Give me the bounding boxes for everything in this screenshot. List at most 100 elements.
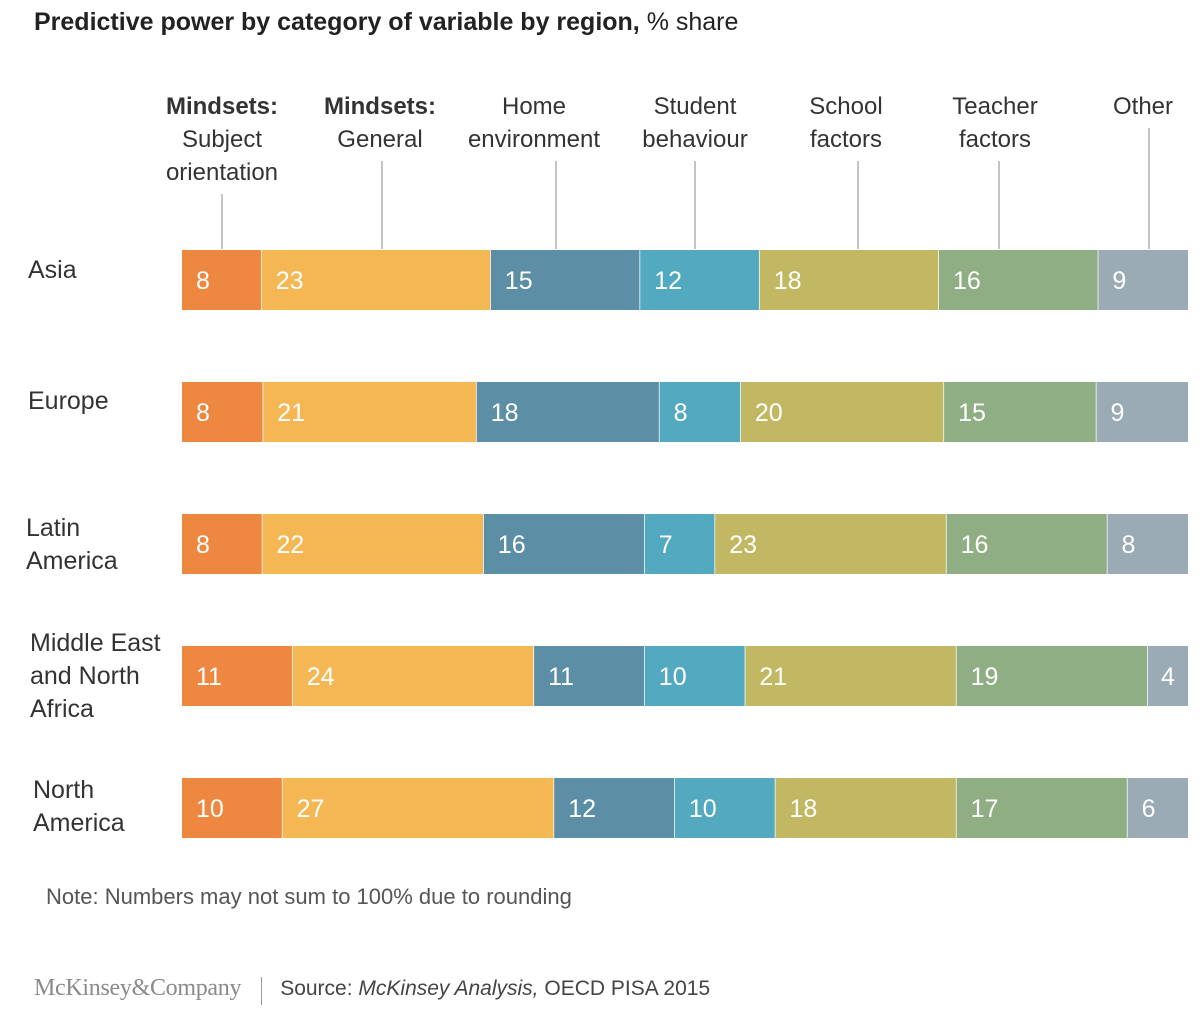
bar-segment-europe-other	[1096, 382, 1188, 442]
data-label: 23	[276, 267, 304, 295]
bar-segment-latin-america-other	[1107, 514, 1188, 574]
data-label: 21	[277, 399, 305, 427]
bar-segment-latin-america-mindsets-general	[262, 514, 484, 574]
row-label-middle-east-and-north-africa: and North	[30, 662, 140, 690]
bar-segment-europe-mindsets-subject-orientation	[182, 382, 264, 442]
source-italic: McKinsey Analysis,	[358, 977, 539, 1000]
source-rest: OECD PISA 2015	[538, 977, 711, 1000]
data-label: 7	[659, 531, 673, 559]
row-label-asia: Asia	[28, 256, 77, 284]
chart-title-main: Predictive power by category of variable…	[34, 8, 640, 36]
legend-label-home-environment: Home	[502, 93, 566, 120]
legend-label-home-environment: environment	[468, 126, 600, 153]
bar-segment-north-america-mindsets-subject-orientation	[182, 778, 283, 838]
legend-label-mindsets-subject-orientation: Mindsets:	[166, 93, 278, 120]
bar-segment-asia-other	[1098, 250, 1188, 310]
data-label: 6	[1142, 795, 1156, 823]
data-label: 8	[1122, 531, 1136, 559]
data-label: 10	[659, 663, 687, 691]
legend-label-mindsets-subject-orientation: orientation	[166, 159, 278, 186]
row-label-europe: Europe	[28, 387, 109, 415]
bar-segment-europe-home-environment	[476, 382, 660, 442]
bar-segment-asia-teacher-factors	[939, 250, 1099, 310]
chart-title-unit: % share	[639, 8, 739, 36]
row-label-latin-america: America	[26, 547, 118, 575]
source-prefix: Source:	[280, 977, 359, 1000]
data-label: 4	[1161, 663, 1175, 691]
legend-label-mindsets-subject-orientation: Subject	[182, 126, 262, 153]
data-label: 16	[953, 267, 981, 295]
legend-label-mindsets-general: Mindsets:	[324, 93, 436, 120]
bar-segment-europe-student-behaviour	[659, 382, 741, 442]
footer-divider	[261, 976, 263, 1005]
data-label: 15	[958, 399, 986, 427]
data-label: 9	[1112, 267, 1126, 295]
bar-segment-middle-east-and-north-africa-other	[1147, 646, 1188, 706]
data-label: 8	[674, 399, 688, 427]
data-label: 8	[196, 267, 210, 295]
row-label-north-america: North	[33, 776, 94, 804]
bar-segment-middle-east-and-north-africa-teacher-factors	[956, 646, 1148, 706]
data-label: 16	[961, 531, 989, 559]
data-label: 11	[196, 663, 222, 691]
data-label: 10	[689, 795, 717, 823]
data-label: 8	[196, 399, 210, 427]
data-label: 21	[759, 663, 787, 691]
source-text: Source: McKinsey Analysis, OECD PISA 201…	[280, 977, 710, 1000]
legend-label-mindsets-general: General	[337, 126, 422, 153]
data-label: 11	[548, 663, 574, 691]
bar-segment-north-america-school-factors	[775, 778, 957, 838]
bar-segment-europe-school-factors	[740, 382, 945, 442]
bar-segment-latin-america-school-factors	[715, 514, 947, 574]
chart-title: Predictive power by category of variable…	[34, 8, 738, 37]
data-label: 18	[774, 267, 802, 295]
mckinsey-logo: McKinsey&Company	[34, 975, 242, 1001]
legend-label-teacher-factors: factors	[959, 126, 1031, 153]
data-label: 10	[196, 795, 224, 823]
data-label: 16	[498, 531, 526, 559]
bar-segment-latin-america-home-environment	[483, 514, 645, 574]
row-label-latin-america: Latin	[26, 514, 80, 542]
stacked-bar-chart: 8 23 15 12 18 16 9 Asia 8 21 18 8 20 15 9 Europe 8 22 16 7 2…	[26, 93, 1188, 838]
data-label: 15	[505, 267, 533, 295]
row-label-middle-east-and-north-africa: Africa	[30, 695, 94, 723]
bar-segment-north-america-student-behaviour	[674, 778, 776, 838]
bar-segment-north-america-other	[1127, 778, 1188, 838]
bar-segment-north-america-mindsets-general	[282, 778, 555, 838]
bar-segment-europe-mindsets-general	[263, 382, 477, 442]
data-label: 20	[755, 399, 783, 427]
data-label: 18	[790, 795, 818, 823]
legend-label-student-behaviour: Student	[654, 93, 737, 120]
data-label: 17	[971, 795, 999, 823]
legend-label-teacher-factors: Teacher	[952, 93, 1037, 120]
data-label: 9	[1111, 399, 1125, 427]
legend-label-other: Other	[1113, 93, 1173, 120]
data-label: 12	[654, 267, 682, 295]
data-label: 23	[729, 531, 757, 559]
row-label-north-america: America	[33, 809, 125, 837]
bar-segment-latin-america-teacher-factors	[946, 514, 1108, 574]
data-label: 18	[491, 399, 519, 427]
bar-segment-middle-east-and-north-africa-mindsets-subject-orientation	[182, 646, 293, 706]
chart-footer: McKinsey&Company Source: McKinsey Analysi…	[34, 975, 710, 1005]
data-label: 12	[568, 795, 596, 823]
bar-segment-middle-east-and-north-africa-school-factors	[745, 646, 957, 706]
bar-segment-north-america-teacher-factors	[956, 778, 1128, 838]
data-label: 27	[297, 795, 325, 823]
bar-segment-asia-school-factors	[759, 250, 939, 310]
data-label: 8	[196, 531, 210, 559]
bar-segment-asia-student-behaviour	[640, 250, 760, 310]
data-label: 24	[307, 663, 335, 691]
bar-segment-middle-east-and-north-africa-home-environment	[534, 646, 645, 706]
row-label-middle-east-and-north-africa: Middle East	[30, 629, 161, 657]
bar-segment-middle-east-and-north-africa-mindsets-general	[292, 646, 535, 706]
legend-label-school-factors: factors	[810, 126, 882, 153]
bar-segment-latin-america-mindsets-subject-orientation	[182, 514, 263, 574]
bar-segment-middle-east-and-north-africa-student-behaviour	[644, 646, 746, 706]
data-label: 19	[971, 663, 999, 691]
bar-segment-asia-mindsets-subject-orientation	[182, 250, 262, 310]
bar-segment-north-america-home-environment	[554, 778, 675, 838]
legend-label-school-factors: School	[809, 93, 882, 120]
bar-segment-asia-mindsets-general	[261, 250, 491, 310]
bar-segment-asia-home-environment	[490, 250, 641, 310]
